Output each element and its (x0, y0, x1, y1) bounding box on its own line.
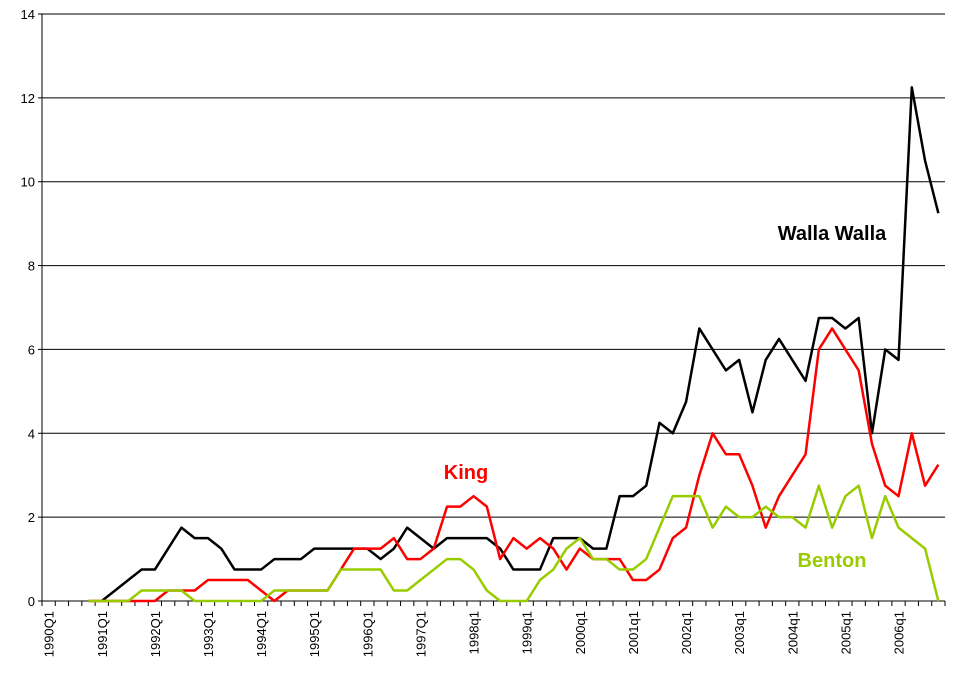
x-tick-label: 1994Q1 (254, 611, 269, 657)
series-label: Walla Walla (778, 223, 887, 245)
x-tick-label: 1992Q1 (148, 611, 163, 657)
series-line (100, 86, 940, 602)
y-tick-label: 2 (28, 510, 35, 525)
series-line (88, 484, 940, 603)
y-tick-label: 4 (28, 426, 35, 441)
x-tick-label: 1990Q1 (42, 611, 57, 657)
x-tick-label: 1991Q1 (95, 611, 110, 657)
x-tick-label: 2004q1 (785, 611, 800, 654)
y-tick-label: 8 (28, 259, 35, 274)
x-tick-label: 2006q1 (892, 611, 907, 654)
x-tick-label: 2001q1 (626, 611, 641, 654)
x-tick-label: 2005q1 (838, 611, 853, 654)
x-tick-label: 1997Q1 (413, 611, 428, 657)
y-tick-label: 6 (28, 342, 35, 357)
x-tick-label: 2003q1 (732, 611, 747, 654)
x-tick-label: 1999q1 (520, 611, 535, 654)
x-tick-label: 2000q1 (573, 611, 588, 654)
series-label: Benton (798, 550, 867, 572)
x-tick-label: 1996Q1 (360, 611, 375, 657)
series-line (88, 327, 940, 603)
y-tick-label: 14 (21, 7, 35, 22)
x-tick-label: 1998q1 (467, 611, 482, 654)
series-label: King (444, 462, 488, 484)
x-tick-label: 1995Q1 (307, 611, 322, 657)
y-tick-label: 0 (28, 594, 35, 609)
y-tick-label: 10 (21, 175, 35, 190)
y-tick-label: 12 (21, 91, 35, 106)
x-tick-label: 2002q1 (679, 611, 694, 654)
x-tick-label: 1993Q1 (201, 611, 216, 657)
